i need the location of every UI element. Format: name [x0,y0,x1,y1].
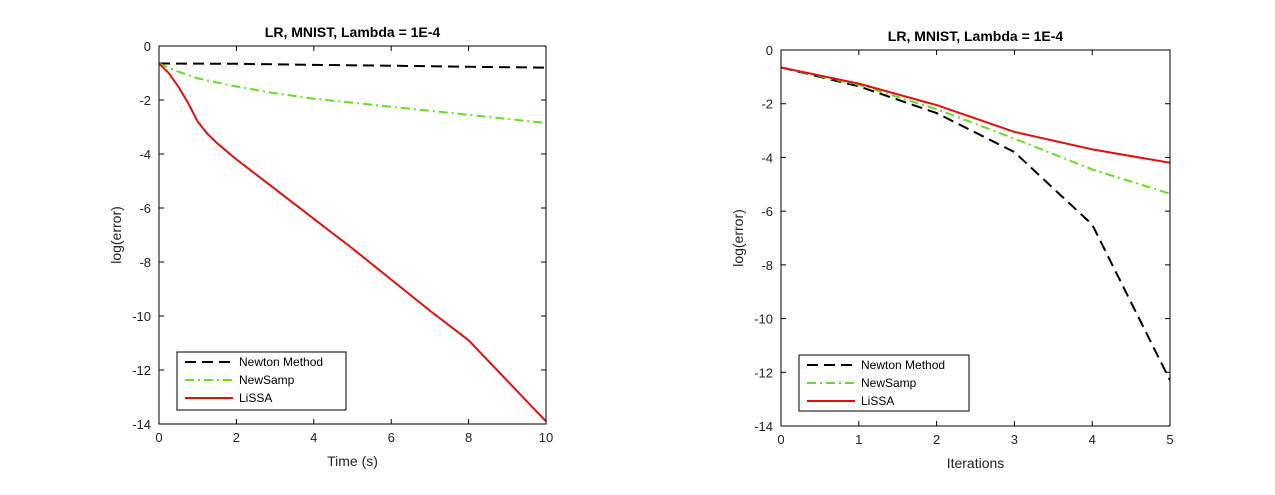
y-axis-label: log(error) [108,206,124,264]
y-tick-label: -8 [761,258,773,273]
chart-title: LR, MNIST, Lambda = 1E-4 [888,28,1064,44]
plot-frame [780,49,1171,427]
y-tick-label: -10 [754,312,773,327]
y-tick-label: -10 [132,309,151,324]
chart-title: LR, MNIST, Lambda = 1E-4 [265,24,441,40]
y-tick-label: -2 [139,93,151,108]
y-tick-label: -4 [139,147,151,162]
legend-entry: Newton Method [861,358,945,372]
x-tick-label: 2 [933,432,940,447]
series-line-lissa [781,66,1170,164]
legend-entry: Newton Method [239,355,323,369]
x-tick-label: 4 [310,430,317,445]
legend: Newton Method NewSamp LiSSA [798,354,970,412]
y-axis-label: log(error) [730,209,746,267]
x-tick-label: 3 [1011,432,1018,447]
y-tick-label: 0 [144,39,151,54]
y-tick-label: -6 [761,204,773,219]
x-axis-label: Iterations [947,455,1005,471]
legend: Newton Method NewSamp LiSSA [176,351,347,411]
chart-panel-2: LR, MNIST, Lambda = 1E-4 Iterations log(er… [730,28,1174,471]
x-tick-label: 2 [233,430,240,445]
y-tick-label: -6 [139,201,151,216]
y-tick-label: -12 [754,365,773,380]
y-tick-label: -14 [132,417,151,432]
legend-entry: NewSamp [861,376,917,390]
x-tick-label: 1 [855,432,862,447]
x-tick-label: 10 [539,430,553,445]
y-tick-label: -2 [761,97,773,112]
legend-entry: LiSSA [239,391,272,405]
y-tick-label: -4 [761,150,773,165]
series-line-lissa [159,62,546,422]
y-tick-label: -14 [754,419,773,434]
x-tick-label: 0 [155,430,162,445]
y-tick-label: 0 [766,43,773,58]
x-tick-label: 4 [1089,432,1096,447]
x-tick-label: 8 [465,430,472,445]
x-tick-label: 6 [388,430,395,445]
legend-entry: LiSSA [861,394,894,408]
series-line-newton-method [781,66,1170,381]
legend-entry: NewSamp [239,373,295,387]
series-line-newsamp [159,62,546,124]
y-tick-label: -12 [132,363,151,378]
x-tick-label: 5 [1166,432,1173,447]
x-tick-label: 0 [777,432,784,447]
chart-panel-1: LR, MNIST, Lambda = 1E-4 Time (s) log(erro… [108,24,553,469]
series-line-newsamp [781,66,1170,195]
x-axis-label: Time (s) [327,453,378,469]
y-tick-label: -8 [139,255,151,270]
series-line-newton-method [159,62,546,69]
plot-frame [158,45,547,425]
